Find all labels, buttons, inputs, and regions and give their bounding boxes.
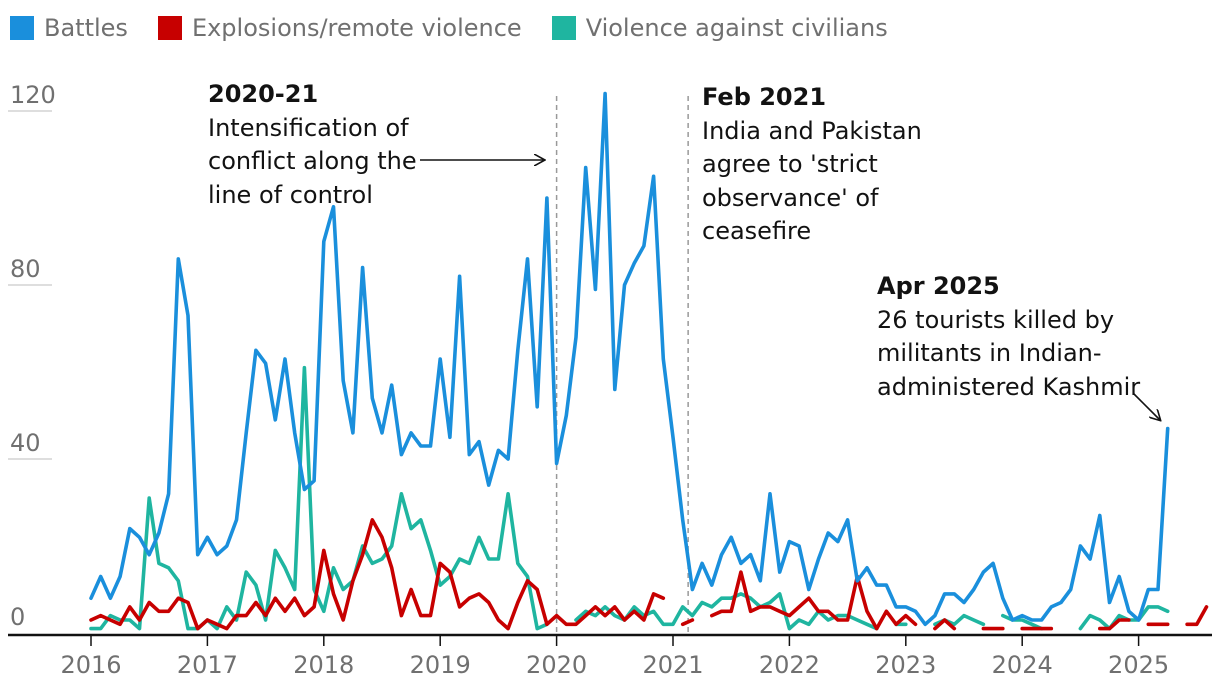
annotation-title: Feb 2021 (702, 83, 827, 111)
y-tick-label: 0 (10, 603, 25, 631)
x-tick-label: 2019 (410, 651, 471, 679)
annotation-2020-21: 2020-21 Intensification of conflict alon… (208, 78, 417, 212)
annotation-arrows (420, 160, 1160, 420)
y-tick-label: 80 (10, 255, 41, 283)
legend: Battles Explosions/remote violence Viole… (10, 14, 888, 42)
legend-label-civilians: Violence against civilians (585, 14, 888, 42)
legend-item-explosions[interactable]: Explosions/remote violence (157, 14, 522, 42)
y-tick-label: 40 (10, 429, 41, 457)
y-tick-label: 120 (10, 81, 56, 109)
annotation-apr-2025: Apr 2025 26 tourists killed by militants… (877, 270, 1140, 404)
series-line-battles (89, 91, 1170, 627)
x-tick-label: 2022 (759, 651, 820, 679)
annotation-feb-2021: Feb 2021 India and Pakistan agree to 'st… (702, 81, 922, 249)
legend-label-explosions: Explosions/remote violence (191, 14, 522, 42)
x-tick-label: 2020 (526, 651, 587, 679)
series-lines (89, 91, 1209, 631)
x-tick-label: 2018 (293, 651, 354, 679)
gridlines: 0 40 80 120 (8, 81, 56, 631)
annotation-arrow-2025 (1132, 392, 1160, 420)
annotation-body: 26 tourists killed by militants in India… (877, 305, 1141, 401)
x-tick-label: 2023 (875, 651, 936, 679)
event-markers (555, 96, 689, 633)
x-tick-label: 2024 (992, 651, 1053, 679)
annotation-body: India and Pakistan agree to 'strict obse… (702, 116, 922, 246)
x-tick-label: 2021 (642, 651, 703, 679)
explosions-swatch (157, 16, 182, 40)
civilians-swatch (551, 16, 576, 40)
x-tick-label: 2016 (60, 651, 121, 679)
annotation-title: Apr 2025 (877, 272, 1000, 300)
battles-swatch (10, 16, 34, 40)
series-line-civilians (89, 365, 1170, 631)
annotation-title: 2020-21 (208, 80, 319, 108)
legend-label-battles: Battles (44, 14, 128, 42)
x-tick-label: 2025 (1108, 651, 1169, 679)
legend-item-battles[interactable]: Battles (10, 14, 128, 42)
x-tick-label: 2017 (177, 651, 238, 679)
series-line-explosions (89, 518, 1209, 631)
annotation-body: Intensification of conflict along the li… (208, 113, 417, 209)
legend-item-civilians[interactable]: Violence against civilians (551, 14, 888, 42)
x-axis: 2016 2017 2018 2019 2020 2021 2022 2023 2024 2025 (8, 633, 1212, 679)
